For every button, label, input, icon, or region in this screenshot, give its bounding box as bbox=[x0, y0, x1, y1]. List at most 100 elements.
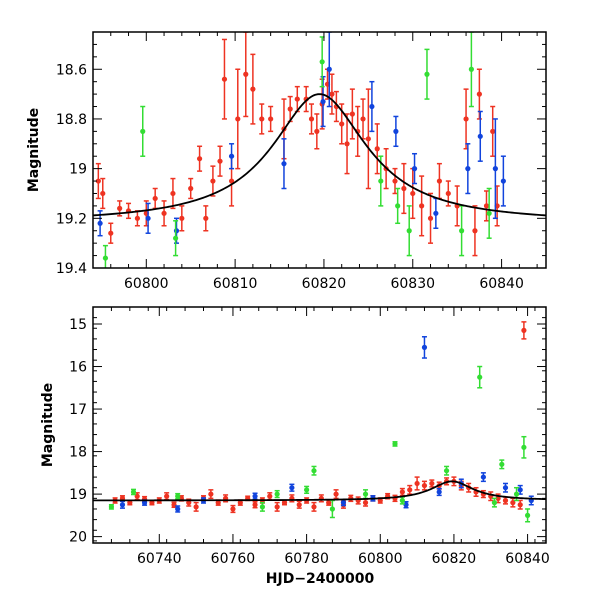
bottom-series-1-point bbox=[119, 500, 126, 509]
top-series-0-point bbox=[250, 53, 256, 125]
top-series-1-point bbox=[465, 143, 471, 195]
top-series-0-point bbox=[374, 123, 380, 175]
bottom-xtick-label: 60760 bbox=[211, 551, 256, 567]
bottom-series-1-point bbox=[421, 336, 428, 359]
bottom-series-0-point bbox=[510, 497, 516, 508]
top-panel-model-curve bbox=[93, 93, 546, 217]
top-series-0-point bbox=[329, 73, 335, 115]
bottom-series-2-point bbox=[108, 503, 115, 510]
top-xtick-label: 60830 bbox=[390, 276, 435, 292]
top-series-0-point bbox=[401, 162, 407, 215]
top-series-1-point bbox=[492, 118, 498, 220]
top-series-2-point bbox=[173, 220, 179, 257]
top-series-0-point bbox=[134, 210, 141, 227]
top-series-0-point bbox=[179, 205, 185, 232]
bottom-series-0-point bbox=[362, 498, 369, 507]
bottom-series-2-point bbox=[443, 465, 450, 476]
top-series-1-point bbox=[320, 75, 326, 128]
top-series-0-point bbox=[243, 32, 249, 118]
bottom-series-1-point bbox=[436, 487, 442, 497]
bottom-panel-xlabel: HJD−2400000 bbox=[266, 571, 375, 587]
top-ytick-label: 19 bbox=[69, 162, 87, 178]
top-series-0-point bbox=[490, 105, 496, 157]
bottom-series-1-point bbox=[480, 472, 486, 483]
top-ytick-label: 19.2 bbox=[56, 211, 87, 227]
top-series-2-point bbox=[406, 205, 412, 257]
top-series-2-point bbox=[140, 105, 146, 157]
top-series-0-point bbox=[196, 145, 203, 172]
bottom-panel-ylabel: Magnitude bbox=[40, 383, 56, 467]
top-ytick-label: 18.8 bbox=[56, 112, 87, 128]
bottom-series-0-point bbox=[296, 500, 302, 509]
top-series-0-point bbox=[463, 88, 469, 150]
top-series-0-point bbox=[125, 202, 132, 220]
top-series-2-point bbox=[468, 32, 474, 108]
top-series-0-point bbox=[365, 88, 371, 190]
top-series-1-point bbox=[326, 32, 332, 108]
top-series-0-point bbox=[161, 200, 167, 227]
bottom-series-2-point bbox=[399, 496, 405, 505]
bottom-panel-series bbox=[108, 321, 534, 523]
top-series-0-point bbox=[308, 103, 315, 135]
top-panel-ylabel: Magnitude bbox=[26, 108, 42, 192]
bottom-panel-model-curve bbox=[93, 480, 546, 502]
top-series-1-point bbox=[477, 110, 483, 162]
top-series-2-point bbox=[486, 187, 492, 239]
top-series-0-point bbox=[427, 192, 434, 244]
top-series-1-point bbox=[393, 115, 399, 148]
top-series-1-point bbox=[228, 143, 235, 170]
top-series-0-point bbox=[170, 177, 176, 210]
top-panel-ticks: 60800 60810 60820 60830 60840 18.6 18.8 19 19.2 1… bbox=[56, 31, 546, 292]
top-series-0-point bbox=[392, 167, 398, 195]
top-series-1-point bbox=[433, 197, 439, 230]
bottom-ytick-label: 16 bbox=[69, 360, 87, 376]
top-xtick-label: 60810 bbox=[213, 276, 258, 292]
top-panel: 60800 60810 60820 60830 60840 18.6 18.8 19 19.2 1… bbox=[26, 31, 547, 292]
top-series-0-point bbox=[221, 38, 228, 120]
bottom-panel-frame bbox=[92, 306, 547, 544]
top-series-2-point bbox=[424, 48, 430, 100]
top-panel-frame bbox=[92, 31, 547, 269]
bottom-series-1-point bbox=[528, 495, 534, 506]
bottom-ytick-label: 19 bbox=[69, 487, 87, 503]
top-series-0-point bbox=[100, 177, 106, 210]
top-series-0-point bbox=[108, 222, 114, 244]
top-panel-series bbox=[95, 32, 506, 268]
bottom-series-2-point bbox=[175, 492, 181, 500]
top-series-0-point bbox=[436, 162, 443, 200]
bottom-ytick-label: 18 bbox=[69, 445, 87, 461]
top-series-0-point bbox=[360, 98, 366, 140]
bottom-series-0-point bbox=[267, 492, 273, 501]
bottom-series-1-point bbox=[502, 482, 509, 493]
top-series-0-point bbox=[349, 88, 355, 140]
bottom-series-0-point bbox=[399, 487, 405, 497]
bottom-ytick-label: 15 bbox=[69, 317, 87, 333]
top-ytick-label: 19.4 bbox=[56, 261, 87, 277]
bottom-series-2-point bbox=[362, 489, 369, 500]
top-series-0-point bbox=[472, 205, 478, 257]
bottom-series-2-point bbox=[521, 435, 527, 459]
bottom-series-2-point bbox=[392, 441, 398, 447]
bottom-series-0-point bbox=[193, 501, 199, 512]
top-series-0-point bbox=[419, 175, 425, 237]
top-series-0-point bbox=[203, 205, 209, 232]
bottom-series-0-point bbox=[429, 479, 435, 488]
top-series-2-point bbox=[395, 187, 401, 225]
top-series-0-point bbox=[476, 68, 482, 120]
bottom-xtick-label: 60800 bbox=[358, 551, 403, 567]
bottom-series-0-point bbox=[252, 501, 258, 509]
top-series-0-point bbox=[152, 187, 158, 210]
bottom-panel: 60740 60760 60780 60800 60820 60840 15 16 17 18 19… bbox=[40, 306, 550, 587]
top-series-2-point bbox=[102, 244, 109, 268]
bottom-series-0-point bbox=[521, 321, 527, 340]
top-series-0-point bbox=[268, 105, 274, 133]
bottom-series-0-point bbox=[348, 494, 354, 503]
bottom-series-0-point bbox=[230, 504, 236, 514]
bottom-series-0-point bbox=[355, 496, 361, 505]
top-series-2-point bbox=[378, 155, 384, 207]
bottom-series-2-point bbox=[274, 489, 280, 499]
bottom-series-0-point bbox=[488, 491, 494, 502]
top-ytick-label: 18.6 bbox=[56, 62, 87, 78]
top-series-1-point bbox=[411, 152, 418, 185]
